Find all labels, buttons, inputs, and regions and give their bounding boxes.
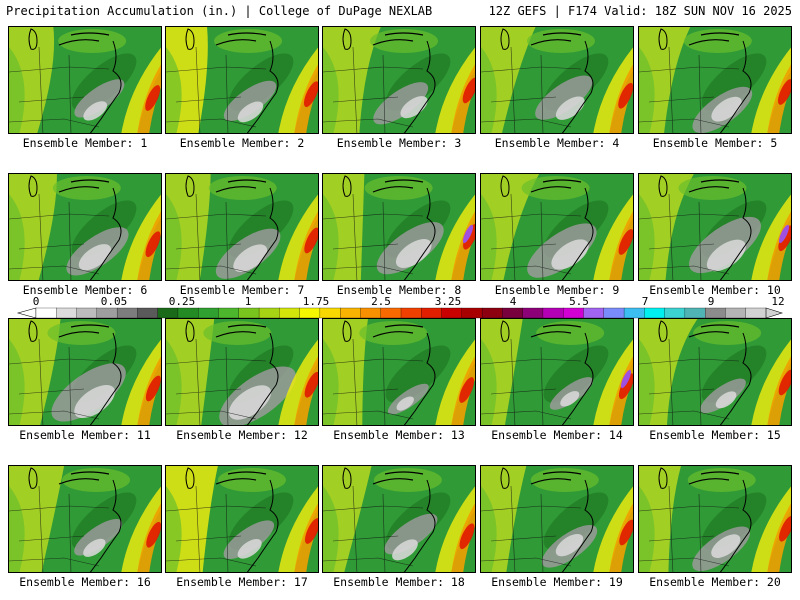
precipitation-map-svg xyxy=(9,466,161,572)
ensemble-member-label: Ensemble Member: 1 xyxy=(22,136,148,150)
precipitation-map-svg xyxy=(166,27,318,133)
precipitation-map-svg xyxy=(481,466,633,572)
color-scale-tick-label: 1 xyxy=(244,295,252,308)
ensemble-member-label: Ensemble Member: 15 xyxy=(649,428,781,442)
ensemble-member-map xyxy=(480,465,634,573)
ensemble-member-label: Ensemble Member: 20 xyxy=(649,575,781,589)
precipitation-map-svg xyxy=(639,319,791,425)
ensemble-member-label: Ensemble Member: 9 xyxy=(494,283,620,297)
precipitation-map-svg xyxy=(323,466,475,572)
precipitation-map-svg xyxy=(9,174,161,280)
precipitation-map-svg xyxy=(481,27,633,133)
ensemble-member-label: Ensemble Member: 11 xyxy=(19,428,151,442)
ensemble-member-map xyxy=(322,173,476,281)
ensemble-member-label: Ensemble Member: 4 xyxy=(494,136,620,150)
ensemble-member-map xyxy=(322,318,476,426)
precipitation-map-svg xyxy=(323,27,475,133)
ensemble-member-label: Ensemble Member: 13 xyxy=(333,428,465,442)
ensemble-member-label: Ensemble Member: 8 xyxy=(336,283,462,297)
ensemble-member-map xyxy=(8,173,162,281)
ensemble-member-map xyxy=(165,318,319,426)
precipitation-map-svg xyxy=(9,319,161,425)
ensemble-member-map xyxy=(638,318,792,426)
color-scale-tick-label: 2.5 xyxy=(371,295,391,308)
ensemble-member-label: Ensemble Member: 12 xyxy=(176,428,308,442)
precipitation-color-scale: 0 0.05 0.25 1 1.75 2.5 3.25 4 5.5 7 9 12 xyxy=(14,295,786,319)
color-scale-tick-label: 3.25 xyxy=(434,295,462,308)
precipitation-map-svg xyxy=(9,27,161,133)
color-scale-tick-label: 0 xyxy=(32,295,40,308)
ensemble-member-label: Ensemble Member: 3 xyxy=(336,136,462,150)
color-scale-tick-label: 12 xyxy=(771,295,785,308)
precipitation-map-svg xyxy=(639,466,791,572)
ensemble-member-label: Ensemble Member: 16 xyxy=(19,575,151,589)
ensemble-member-label: Ensemble Member: 5 xyxy=(652,136,778,150)
ensemble-member-map xyxy=(480,26,634,134)
color-scale-bar xyxy=(16,307,784,319)
ensemble-member-map xyxy=(165,173,319,281)
model-run-info: 12Z GEFS | F174 Valid: 18Z SUN NOV 16 20… xyxy=(488,4,792,18)
precipitation-map-svg xyxy=(323,174,475,280)
precipitation-map-svg xyxy=(481,174,633,280)
ensemble-member-map xyxy=(480,318,634,426)
ensemble-member-label: Ensemble Member: 2 xyxy=(179,136,305,150)
color-scale-tick-label: 7 xyxy=(641,295,649,308)
precipitation-map-svg xyxy=(323,319,475,425)
ensemble-member-label: Ensemble Member: 10 xyxy=(649,283,781,297)
precipitation-map-svg xyxy=(481,319,633,425)
ensemble-member-map xyxy=(480,173,634,281)
color-scale-tick-label: 5.5 xyxy=(569,295,589,308)
ensemble-member-label: Ensemble Member: 14 xyxy=(491,428,623,442)
color-scale-tick-label: 4 xyxy=(509,295,517,308)
ensemble-member-map xyxy=(322,26,476,134)
precipitation-map-svg xyxy=(639,174,791,280)
ensemble-member-label: Ensemble Member: 18 xyxy=(333,575,465,589)
ensemble-member-label: Ensemble Member: 6 xyxy=(22,283,148,297)
ensemble-member-map xyxy=(165,26,319,134)
ensemble-member-label: Ensemble Member: 19 xyxy=(491,575,623,589)
color-scale-tick-label: 0.25 xyxy=(168,295,196,308)
ensemble-member-map xyxy=(165,465,319,573)
ensemble-member-label: Ensemble Member: 17 xyxy=(176,575,308,589)
ensemble-member-map xyxy=(8,26,162,134)
chart-title: Precipitation Accumulation (in.) | Colle… xyxy=(6,4,433,18)
ensemble-member-map xyxy=(638,173,792,281)
precipitation-map-svg xyxy=(166,319,318,425)
ensemble-member-label: Ensemble Member: 7 xyxy=(179,283,305,297)
ensemble-member-map xyxy=(8,318,162,426)
ensemble-member-map xyxy=(8,465,162,573)
precipitation-map-svg xyxy=(166,174,318,280)
color-scale-tick-label: 1.75 xyxy=(302,295,330,308)
ensemble-member-map xyxy=(638,465,792,573)
ensemble-member-map xyxy=(322,465,476,573)
precipitation-map-svg xyxy=(639,27,791,133)
color-scale-tick-label: 0.05 xyxy=(100,295,128,308)
ensemble-member-map xyxy=(638,26,792,134)
precipitation-map-svg xyxy=(166,466,318,572)
color-scale-tick-label: 9 xyxy=(707,295,715,308)
